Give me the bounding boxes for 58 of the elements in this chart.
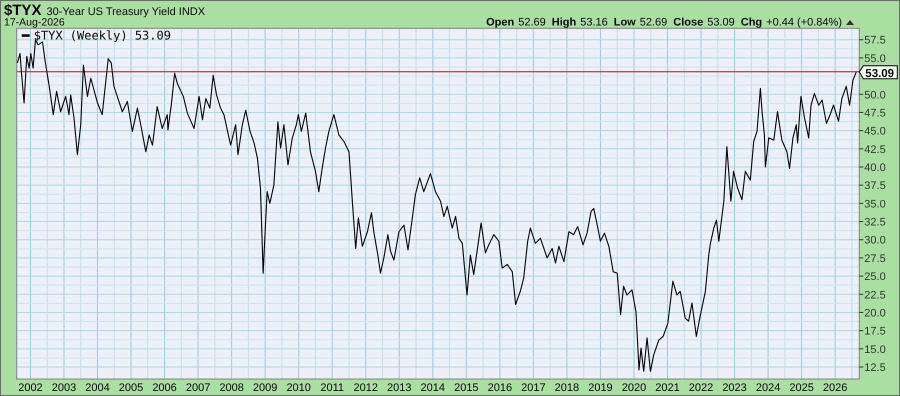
- annotation: +0.44 (+0.84%): [766, 16, 842, 28]
- annotation: 53.09: [707, 16, 735, 28]
- x-tick-label: 2011: [320, 382, 344, 394]
- y-tick-label: 55.0: [864, 52, 886, 65]
- y-tick-label: 40.0: [864, 162, 886, 174]
- y-tick-label: 32.5: [864, 216, 886, 229]
- x-tick-label: 2010: [286, 382, 311, 394]
- y-tick-label: 27.5: [864, 252, 886, 265]
- x-tick-label: 2013: [387, 382, 412, 394]
- x-tick-label: 2021: [655, 382, 680, 394]
- annotation: High: [552, 16, 576, 28]
- x-tick-label: 2015: [454, 382, 479, 394]
- annotation: 53.16: [580, 16, 608, 28]
- x-tick-label: 2008: [219, 382, 244, 394]
- x-tick-label: 2004: [85, 382, 110, 394]
- y-tick-label: 22.5: [864, 289, 886, 302]
- y-tick-label: 35.0: [864, 198, 886, 210]
- y-tick-label: 50.0: [864, 89, 886, 102]
- ref-line-label: 53.09: [865, 68, 894, 80]
- x-tick-label: 2017: [521, 382, 546, 394]
- x-tick-label: 2002: [18, 382, 43, 394]
- y-tick-label: 25.0: [864, 271, 886, 284]
- y-tick-label: 45.0: [864, 126, 886, 138]
- annotation: 52.69: [518, 16, 546, 28]
- annotation: 17-Aug-2026: [4, 16, 65, 28]
- annotation: 52.69: [640, 16, 668, 28]
- x-tick-label: 2022: [688, 382, 714, 394]
- y-tick-label: 47.5: [864, 107, 886, 120]
- legend-label: $TYX (Weekly) 53.09: [34, 28, 171, 42]
- x-tick-label: 2005: [118, 382, 144, 394]
- x-tick-label: 2012: [354, 382, 378, 394]
- y-tick-label: 12.5: [864, 362, 886, 374]
- x-tick-label: 2020: [622, 382, 646, 394]
- x-tick-label: 2006: [152, 382, 177, 394]
- x-tick-label: 2026: [822, 382, 848, 394]
- x-tick-label: 2024: [756, 382, 780, 394]
- x-tick-label: 2019: [588, 382, 613, 394]
- y-tick-label: 17.5: [864, 326, 886, 338]
- x-tick-label: 2014: [420, 382, 446, 394]
- annotation: Open: [486, 16, 514, 28]
- y-tick-label: 57.5: [864, 34, 886, 47]
- annotation: Close: [673, 16, 704, 28]
- y-tick-label: 37.5: [864, 180, 886, 192]
- y-tick-label: 15.0: [864, 344, 886, 356]
- y-tick-label: 42.5: [864, 144, 886, 156]
- x-tick-label: 2016: [488, 382, 512, 394]
- x-tick-label: 2018: [554, 382, 580, 394]
- x-tick-label: 2007: [186, 382, 210, 394]
- x-tick-label: 2025: [789, 382, 814, 394]
- x-tick-label: 2009: [252, 382, 278, 394]
- chart-title: $TYX: [4, 2, 42, 19]
- chart-subtitle: 30-Year US Treasury Yield INDX: [46, 6, 206, 18]
- x-tick-label: 2023: [722, 382, 747, 394]
- x-tick-label: 2003: [52, 382, 76, 394]
- y-tick-label: 20.0: [864, 307, 886, 320]
- annotation: Chg: [740, 16, 762, 28]
- y-tick-label: 30.0: [864, 234, 886, 247]
- annotation: Low: [614, 16, 636, 28]
